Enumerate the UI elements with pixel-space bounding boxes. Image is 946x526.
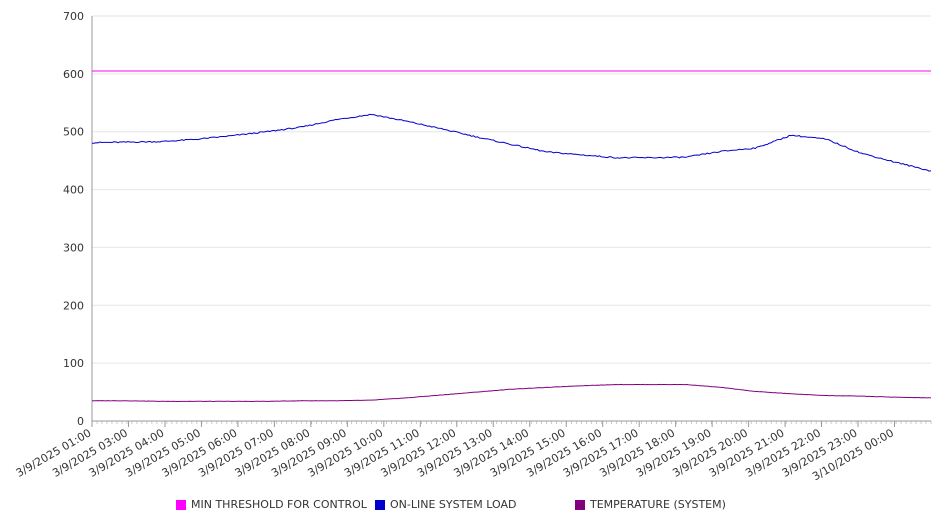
- y-tick-label: 300: [63, 241, 84, 254]
- y-axis-ticks: 0 100 200 300 400 500 600 700: [63, 10, 84, 428]
- series-line-2: [91, 383, 932, 402]
- legend-label: ON-LINE SYSTEM LOAD: [390, 498, 517, 511]
- y-tick-label: 400: [63, 184, 84, 197]
- y-tick-label: 600: [63, 68, 84, 81]
- y-tick-label: 500: [63, 126, 84, 139]
- y-tick-label: 700: [63, 10, 84, 23]
- legend-swatch: [375, 499, 385, 510]
- legend-item[interactable]: TEMPERATURE (SYSTEM): [575, 498, 726, 511]
- legend-swatch: [176, 499, 186, 510]
- series-line-1: [91, 113, 932, 172]
- y-tick-label: 100: [63, 357, 84, 370]
- x-axis-ticks: 3/9/2025 01:003/9/2025 03:003/9/2025 04:…: [14, 426, 896, 483]
- legend-label: MIN THRESHOLD FOR CONTROL: [191, 498, 367, 511]
- legend-label: TEMPERATURE (SYSTEM): [590, 498, 726, 511]
- y-tick-label: 0: [77, 415, 84, 428]
- series-lines: [91, 70, 932, 402]
- legend: MIN THRESHOLD FOR CONTROL ON-LINE SYSTEM …: [0, 498, 946, 516]
- grid-lines: [92, 15, 931, 364]
- y-tick-label: 200: [63, 299, 84, 312]
- legend-swatch: [575, 499, 585, 510]
- legend-item[interactable]: MIN THRESHOLD FOR CONTROL: [176, 498, 367, 511]
- legend-item[interactable]: ON-LINE SYSTEM LOAD: [375, 498, 516, 511]
- axes: [91, 16, 932, 427]
